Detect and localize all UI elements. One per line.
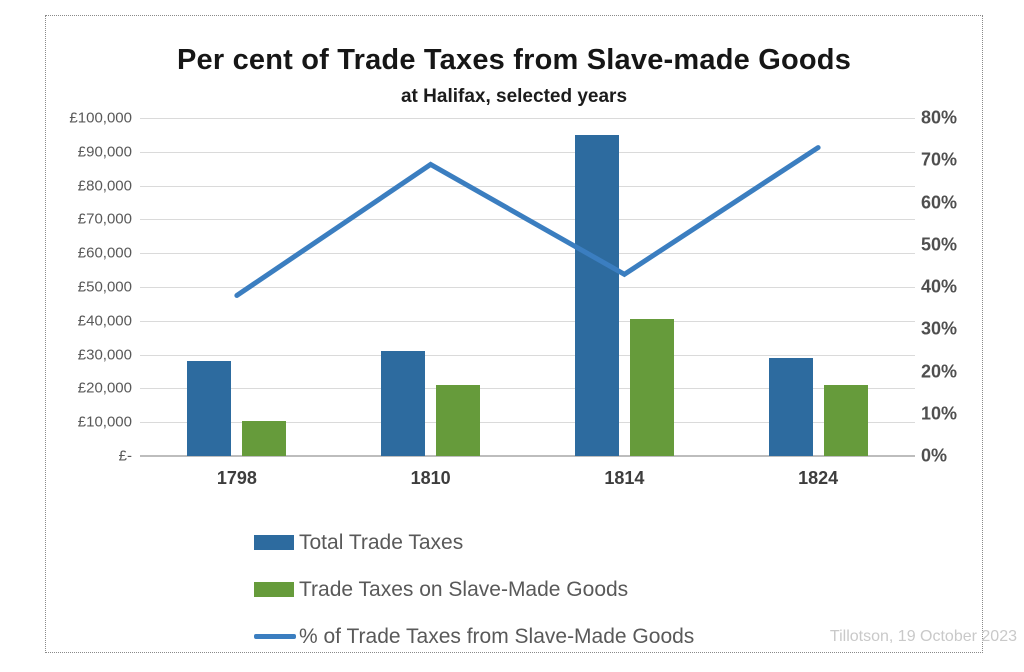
percent-line-path xyxy=(234,145,821,298)
left-axis-tick: £20,000 xyxy=(77,379,132,397)
left-axis-tick: £100,000 xyxy=(69,109,132,127)
gridline xyxy=(140,185,915,187)
plot-area xyxy=(140,118,915,457)
gridline xyxy=(140,151,915,153)
left-axis-tick: £10,000 xyxy=(77,413,132,431)
blue-bar-swatch xyxy=(254,535,294,550)
left-axis-tick: £60,000 xyxy=(77,244,132,262)
left-axis-tick: £70,000 xyxy=(77,210,132,228)
left-axis-tick: £90,000 xyxy=(77,143,132,161)
right-axis: 80% 70% 60% 50% 40% 30% 20% 10% 0% xyxy=(921,108,991,466)
legend-label: Trade Taxes on Slave-Made Goods xyxy=(299,577,629,601)
total-trade-taxes-bar xyxy=(768,357,813,456)
percent-line xyxy=(234,145,821,298)
gridline xyxy=(140,253,915,255)
legend-label: Total Trade Taxes xyxy=(299,530,464,554)
right-axis-tick: 20% xyxy=(921,361,958,381)
left-axis-tick: £80,000 xyxy=(77,177,132,195)
total-trade-taxes-bar xyxy=(574,134,619,456)
right-axis-tick: 60% xyxy=(921,192,958,212)
slave-made-goods-bar xyxy=(629,319,674,456)
slave-made-goods-bar xyxy=(242,420,287,456)
legend-item-total-trade-taxes: Total Trade Taxes xyxy=(254,519,694,566)
right-axis-tick: 0% xyxy=(921,445,948,466)
x-axis-line xyxy=(140,455,915,457)
chart-subtitle: at Halifax, selected years xyxy=(400,86,628,107)
right-axis-tick: 30% xyxy=(921,318,958,339)
gridline xyxy=(140,422,915,424)
x-axis-label-1810: 1810 xyxy=(410,468,451,488)
gridline xyxy=(140,118,915,119)
left-axis-tick: £50,000 xyxy=(77,278,132,296)
right-axis-tick: 80% xyxy=(921,107,958,128)
right-axis-tick: 70% xyxy=(921,149,958,170)
x-axis-label-1814: 1814 xyxy=(604,468,645,488)
right-axis-tick: 50% xyxy=(921,234,958,255)
legend: Total Trade Taxes Trade Taxes on Slave-M… xyxy=(254,519,694,660)
right-axis-tick: 10% xyxy=(921,403,958,424)
gridline xyxy=(140,354,915,356)
gridline xyxy=(140,320,915,322)
chart-title: Per cent of Trade Taxes from Slave-made … xyxy=(176,44,852,76)
left-axis-tick: £- xyxy=(118,447,132,465)
x-axis-label-1824: 1824 xyxy=(798,468,839,488)
legend-label: % of Trade Taxes from Slave-Made Goods xyxy=(299,624,695,648)
total-trade-taxes-bar xyxy=(187,361,232,456)
gridline xyxy=(140,388,915,390)
left-axis-tick: £40,000 xyxy=(77,312,132,330)
green-bar-swatch xyxy=(254,582,294,597)
slave-made-goods-bar xyxy=(823,385,868,456)
attribution-text: Tillotson, 19 October 2023 xyxy=(829,628,1017,645)
legend-item-percent-line: % of Trade Taxes from Slave-Made Goods xyxy=(254,613,694,660)
gridline xyxy=(140,287,915,288)
total-trade-taxes-bar xyxy=(381,351,426,456)
slave-made-goods-bar xyxy=(436,385,481,456)
chart-border-frame xyxy=(45,15,983,653)
right-axis-tick: 40% xyxy=(921,276,958,297)
left-axis-tick: £30,000 xyxy=(77,346,132,364)
x-axis: 1798 1810 1814 1824 xyxy=(140,468,915,494)
legend-item-slave-made-taxes: Trade Taxes on Slave-Made Goods xyxy=(254,566,694,613)
x-axis-label-1798: 1798 xyxy=(216,468,257,488)
left-axis: £100,000 £90,000 £80,000 £70,000 £60,000 £50,… xyxy=(38,110,132,465)
line-swatch xyxy=(254,634,296,639)
